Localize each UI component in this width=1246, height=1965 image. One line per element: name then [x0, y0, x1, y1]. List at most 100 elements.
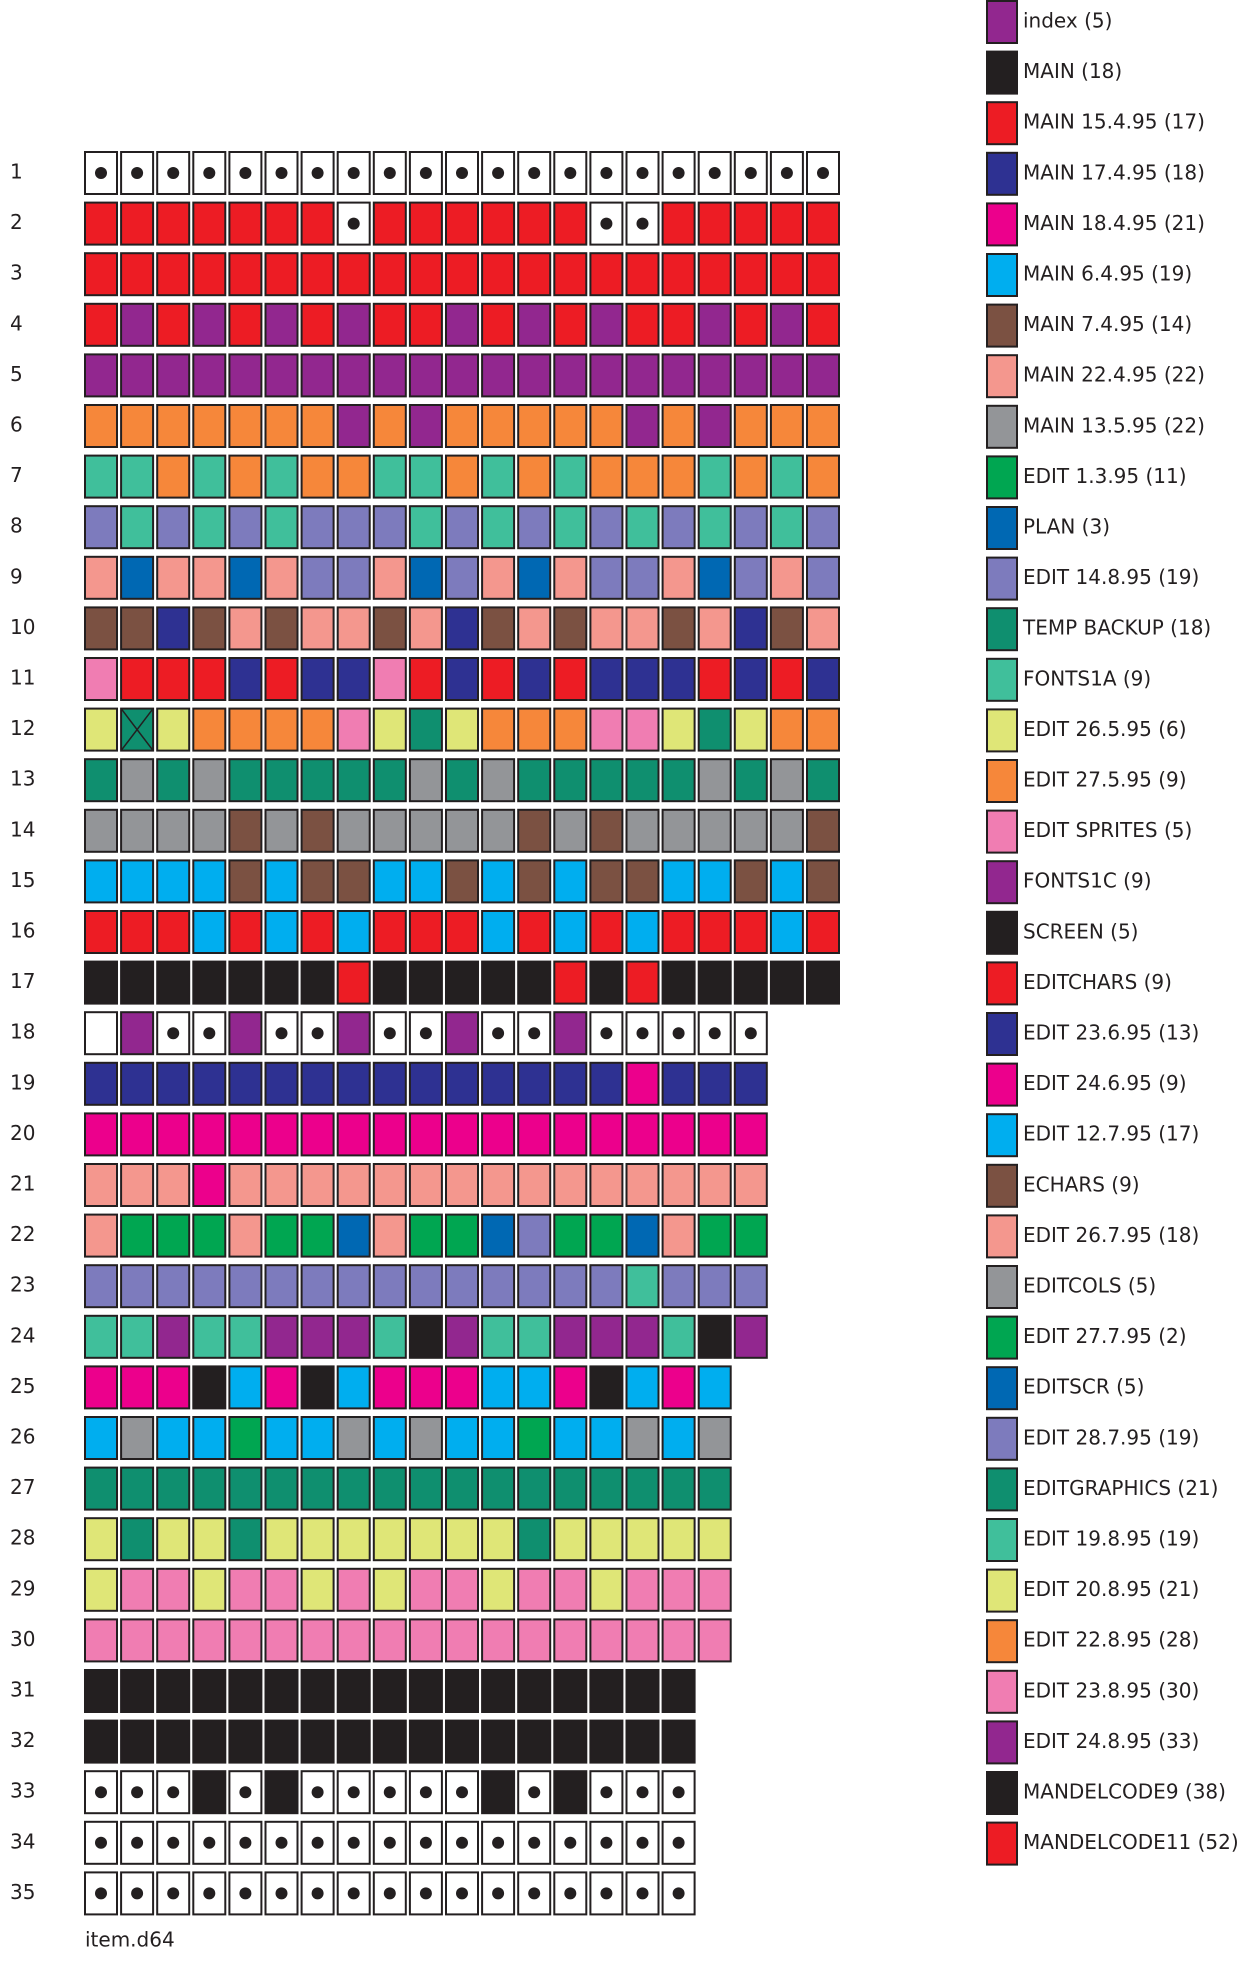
cell [697, 1163, 732, 1207]
legend-swatch [986, 1012, 1018, 1056]
cell [769, 859, 804, 904]
cell [228, 1365, 263, 1410]
cell [336, 404, 371, 448]
cell [372, 302, 407, 347]
cell [300, 353, 335, 398]
cell-dot [203, 1027, 216, 1040]
cell [228, 1163, 263, 1207]
cell [445, 1770, 479, 1815]
cell-dot [131, 1836, 144, 1849]
cell-dot [167, 1027, 180, 1040]
cell-dot [131, 167, 144, 179]
cell [192, 1163, 227, 1207]
cell [192, 1213, 227, 1258]
cell [769, 758, 804, 803]
cell [84, 1719, 118, 1764]
cell [481, 454, 516, 499]
cell [661, 1618, 696, 1663]
cell [517, 1416, 552, 1460]
cell [228, 1770, 263, 1815]
cell [336, 1466, 371, 1511]
cell [264, 1314, 299, 1359]
cell [84, 657, 118, 701]
cell [264, 1264, 299, 1309]
cell [120, 1163, 155, 1207]
cell [661, 1567, 696, 1612]
cell [84, 960, 118, 1005]
legend-swatch [986, 1518, 1018, 1562]
cell [733, 505, 768, 550]
cell [408, 808, 443, 853]
legend-label: EDIT 26.7.95 (18) [1023, 1223, 1199, 1247]
cell [192, 808, 227, 853]
row-label: 10 [10, 615, 35, 639]
cell [481, 1213, 516, 1258]
cell [517, 1517, 552, 1562]
cell [589, 1011, 624, 1056]
cell-dot [95, 167, 107, 179]
cell [517, 606, 552, 651]
legend-swatch [986, 354, 1018, 399]
cell [408, 505, 443, 550]
cell [228, 1517, 263, 1562]
cell [733, 1314, 768, 1359]
cell-dot [492, 1836, 505, 1849]
cell [445, 1264, 479, 1309]
cell [192, 353, 227, 398]
cell [372, 657, 407, 701]
cell [300, 1264, 335, 1309]
cell [517, 1567, 552, 1612]
cell-dot [419, 1027, 432, 1040]
cell [336, 252, 371, 297]
cell [408, 758, 443, 803]
cell [806, 859, 840, 904]
cell [553, 505, 588, 550]
cell-dot [672, 1887, 685, 1900]
cell [300, 1163, 335, 1207]
cell [156, 1567, 191, 1612]
cell [517, 1365, 552, 1410]
legend-label: MAIN 15.4.95 (17) [1023, 110, 1205, 134]
cell-dot [456, 1887, 468, 1900]
cell [264, 1719, 299, 1764]
cell [156, 1213, 191, 1258]
cell [336, 1618, 371, 1663]
cell [517, 505, 552, 550]
cell [625, 252, 660, 297]
cell [372, 707, 407, 752]
cell [372, 555, 407, 600]
cell [445, 252, 479, 297]
cell [625, 555, 660, 600]
legend-swatch [986, 1467, 1018, 1512]
cell [336, 1416, 371, 1460]
cell [589, 151, 624, 195]
cell [192, 1314, 227, 1359]
legend-swatch [986, 151, 1018, 196]
legend-swatch [986, 1669, 1018, 1714]
cell [84, 758, 118, 803]
cell [300, 859, 335, 904]
cell [336, 555, 371, 600]
cell [481, 657, 516, 701]
cell [228, 1669, 263, 1713]
cell-dot [419, 1836, 432, 1849]
cell [553, 1416, 588, 1460]
cell [264, 657, 299, 701]
cell [156, 555, 191, 600]
cell [697, 960, 732, 1005]
row-label: 15 [10, 868, 35, 892]
cell [589, 1416, 624, 1460]
cell [192, 1112, 227, 1157]
cell [553, 404, 588, 448]
cell [372, 1163, 407, 1207]
cell [192, 1517, 227, 1562]
cell [661, 1314, 696, 1359]
cell [769, 404, 804, 448]
cell [336, 201, 371, 246]
cell [589, 1618, 624, 1663]
cell [625, 1112, 660, 1157]
cell [300, 1314, 335, 1359]
cell-dot [636, 167, 649, 179]
cell [156, 1517, 191, 1562]
cell [697, 1314, 732, 1359]
